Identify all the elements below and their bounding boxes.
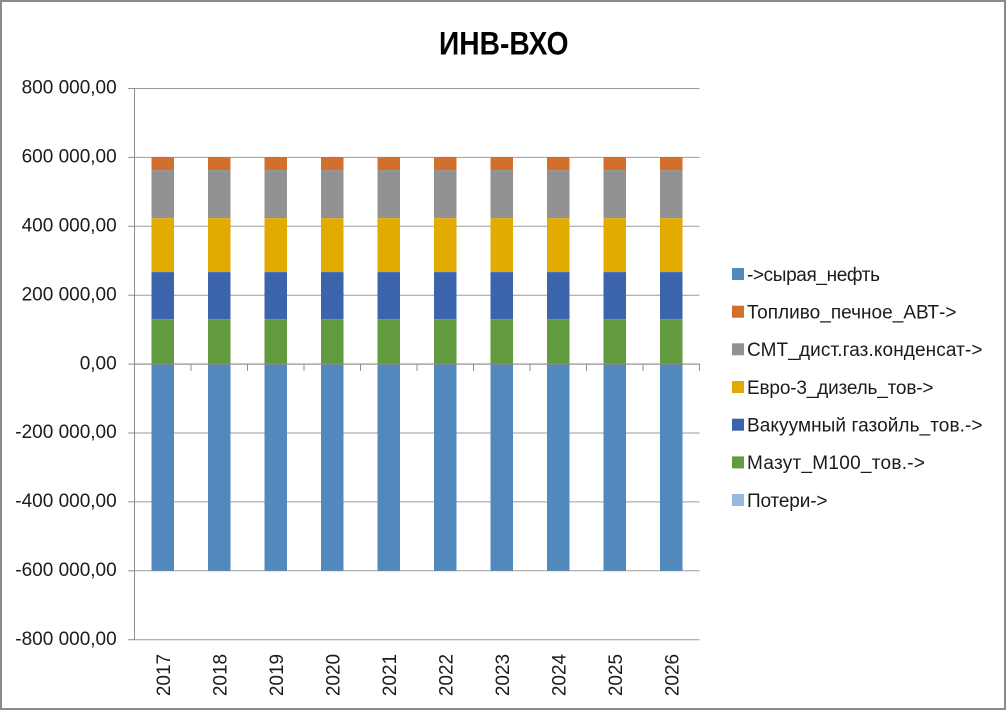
svg-text:Вакуумный газойль_тов.->: Вакуумный газойль_тов.-> [747, 416, 983, 437]
svg-text:Потери->: Потери-> [747, 491, 828, 512]
svg-text:2026: 2026 [663, 654, 684, 696]
svg-text:600 000,00: 600 000,00 [22, 147, 117, 168]
svg-text:2018: 2018 [211, 654, 232, 696]
svg-text:-800 000,00: -800 000,00 [15, 629, 116, 650]
svg-text:0,00: 0,00 [80, 353, 117, 374]
svg-text:->сырая_нефть: ->сырая_нефть [747, 265, 880, 286]
svg-text:400 000,00: 400 000,00 [22, 216, 117, 237]
svg-text:2025: 2025 [606, 654, 627, 696]
svg-text:Мазут_М100_тов.->: Мазут_М100_тов.-> [747, 453, 925, 474]
svg-text:-600 000,00: -600 000,00 [15, 560, 116, 581]
svg-text:2022: 2022 [437, 654, 458, 696]
svg-text:СМТ_дист.газ.конденсат->: СМТ_дист.газ.конденсат-> [747, 340, 983, 361]
svg-text:2021: 2021 [380, 654, 401, 696]
svg-text:800 000,00: 800 000,00 [22, 78, 117, 99]
svg-text:Топливо_печное_АВТ->: Топливо_печное_АВТ-> [747, 303, 957, 324]
svg-text:2017: 2017 [154, 654, 175, 696]
svg-text:Евро-3_дизель_тов->: Евро-3_дизель_тов-> [747, 378, 934, 399]
svg-text:2020: 2020 [324, 654, 345, 696]
svg-text:2023: 2023 [493, 654, 514, 696]
svg-text:200 000,00: 200 000,00 [22, 284, 117, 305]
svg-text:-200 000,00: -200 000,00 [15, 422, 116, 443]
svg-text:-400 000,00: -400 000,00 [15, 491, 116, 512]
svg-text:ИНВ-ВХО: ИНВ-ВХО [439, 25, 569, 61]
svg-text:2024: 2024 [550, 653, 571, 696]
svg-text:2019: 2019 [267, 654, 288, 696]
